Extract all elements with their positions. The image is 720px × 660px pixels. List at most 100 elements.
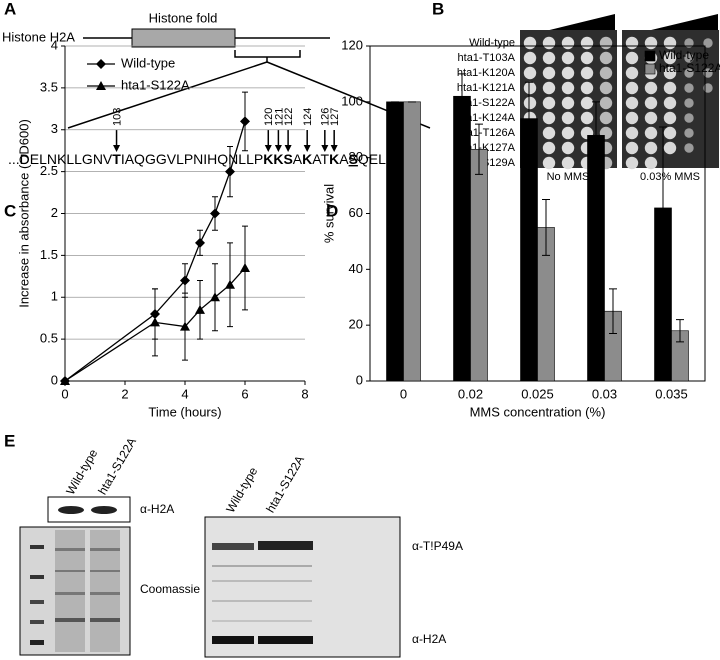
colony-spot	[684, 98, 694, 108]
residue-segment: T	[112, 151, 121, 167]
colony-spot	[561, 36, 575, 50]
y-tick-label: 120	[341, 37, 363, 52]
colony-spot	[599, 36, 613, 50]
colony-spot	[523, 81, 537, 95]
colony-spot	[580, 96, 594, 110]
colony-spot	[684, 143, 694, 153]
colony-spot	[663, 141, 677, 155]
colony-spot	[599, 51, 613, 65]
y-tick-label: 80	[349, 149, 363, 164]
x-tick-label: 4	[181, 386, 188, 401]
error-bar	[676, 319, 684, 343]
bar	[403, 101, 421, 382]
panel-label: B	[432, 0, 444, 18]
colony-spot	[561, 81, 575, 95]
colony-spot	[703, 38, 713, 48]
stain-label: Coomassie	[140, 582, 200, 596]
x-tick-label: 0.035	[655, 386, 688, 401]
residue-segment: IAQGGVLPNIHQNLLP	[121, 151, 263, 167]
residue-number: 103	[111, 108, 123, 126]
x-tick-label: 0	[400, 386, 407, 401]
y-tick-label: 0	[51, 372, 58, 387]
colony-spot	[599, 111, 613, 125]
x-tick-label: 0.03	[592, 386, 617, 401]
arrow-head	[274, 145, 282, 152]
colony-spot	[663, 126, 677, 140]
colony-spot	[561, 96, 575, 110]
y-tick-label: 3	[51, 121, 58, 136]
colony-spot	[703, 83, 713, 93]
colony-spot	[663, 51, 677, 65]
colony-spot	[625, 36, 639, 50]
x-axis-label: Time (hours)	[148, 404, 221, 419]
x-tick-label: 2	[121, 386, 128, 401]
residue-segment: ...DELNKLLGNV	[8, 151, 113, 167]
colony-spot	[644, 156, 658, 170]
colony-spot	[523, 66, 537, 80]
strain-label: hta1-K120A	[457, 67, 516, 79]
x-tick-label: 6	[241, 386, 248, 401]
y-tick-label: 3.5	[40, 79, 58, 94]
marker	[195, 237, 205, 248]
x-tick-label: 0.02	[458, 386, 483, 401]
error-bar	[659, 126, 667, 290]
y-axis-label: Increase in absorbance (OD600)	[16, 119, 31, 308]
colony-spot	[542, 51, 556, 65]
colony-spot	[703, 68, 713, 78]
marker	[150, 317, 160, 327]
strain-label: hta1-K124A	[457, 112, 516, 124]
colony-spot	[523, 96, 537, 110]
panel-label: A	[4, 0, 16, 18]
colony-spot	[644, 141, 658, 155]
error-bar	[609, 288, 617, 335]
colony-spot	[663, 81, 677, 95]
lane-label: Wild-type	[223, 464, 260, 515]
legend-label: Wild-type	[659, 48, 709, 62]
condition-label: No MMS	[547, 171, 590, 183]
colony-spot	[561, 51, 575, 65]
x-tick-label: 0	[61, 386, 68, 401]
colony-spot	[625, 156, 639, 170]
band	[58, 506, 84, 514]
y-tick-label: 60	[349, 205, 363, 220]
residue-segment: QEL	[358, 151, 386, 167]
residue-segment: KKS	[263, 151, 293, 167]
legend-label: Wild-type	[121, 55, 175, 70]
colony-spot	[663, 111, 677, 125]
panel-label: C	[4, 201, 16, 220]
colony-spot	[561, 156, 575, 170]
legend-label: hta1-S122A	[121, 77, 190, 92]
marker	[96, 81, 106, 90]
protein-name: Histone H2A	[2, 29, 75, 44]
lane-label: hta1-S122A	[95, 435, 139, 497]
strain-label: hta1-T126A	[458, 127, 516, 139]
colony-spot	[542, 141, 556, 155]
colony-spot	[663, 96, 677, 110]
colony-spot	[644, 36, 658, 50]
strain-label: hta1-T103A	[458, 52, 516, 64]
residue-segment: A	[293, 151, 303, 167]
residue-number: 122	[283, 108, 295, 126]
x-tick-label: 0.025	[521, 386, 554, 401]
colony-spot	[542, 126, 556, 140]
colony-spot	[542, 66, 556, 80]
bar	[587, 135, 605, 382]
arrow-head	[303, 145, 311, 152]
arrow-head	[113, 145, 121, 152]
y-tick-label: 100	[341, 93, 363, 108]
panel-label: D	[326, 201, 338, 220]
colony-spot	[644, 111, 658, 125]
residue-segment: S	[349, 151, 358, 167]
blot-bands	[212, 541, 313, 644]
legend-swatch	[644, 63, 656, 75]
bar	[520, 118, 538, 382]
colony-spot	[644, 81, 658, 95]
colony-spot	[542, 111, 556, 125]
band	[91, 506, 117, 514]
domain-box	[131, 28, 236, 48]
marker	[180, 275, 190, 286]
bar	[386, 101, 404, 382]
error-bar	[458, 73, 466, 120]
sequence: ...DELNKLLGNVTIAQGGVLPNIHQNLLPKKSAKATKAS…	[8, 151, 386, 167]
bracket	[234, 50, 301, 62]
